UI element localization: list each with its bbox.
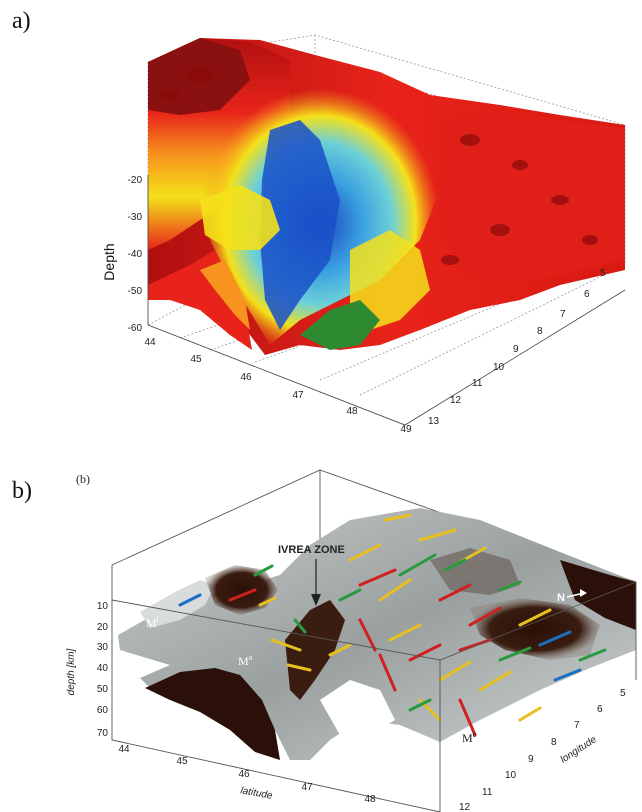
moho-a-sup: a — [249, 653, 253, 662]
moho-l-sup: l — [157, 615, 160, 624]
moho-e-sup: e — [473, 730, 477, 739]
y-tick-b-7: 12 — [459, 802, 471, 812]
panel-a-z-ticks: -20 -30 -40 -50 -60 — [128, 175, 143, 334]
z-tick-b-0: 10 — [97, 601, 109, 612]
z-tick-b-6: 70 — [97, 728, 109, 739]
panel-b-surface — [118, 508, 636, 760]
panel-b-box-front — [111, 565, 637, 812]
moho-l-label: Ml — [146, 615, 160, 630]
north-arrow-head — [580, 589, 587, 597]
y-tick-b-5: 10 — [505, 770, 517, 781]
ivrea-arrow-head — [311, 594, 321, 606]
y-tick-b-0: 5 — [620, 688, 626, 699]
x-tick-a-3: 47 — [292, 390, 304, 401]
panel-b-tag: (b) — [76, 472, 90, 486]
ivrea-zone-label: IVREA ZONE — [278, 544, 345, 556]
moho-e-base: M — [462, 731, 473, 745]
panel-a-z-label: Depth — [101, 243, 117, 280]
y-tick-a-0: 5 — [600, 268, 606, 279]
panel-a-y-ticks: 5 6 7 8 9 10 11 12 13 — [428, 268, 606, 427]
panel-a-label: a) — [12, 8, 31, 34]
z-tick-a-0: -20 — [128, 175, 143, 186]
y-tick-a-2: 7 — [560, 309, 566, 320]
y-tick-a-7: 12 — [450, 395, 462, 406]
z-tick-a-1: -30 — [128, 212, 143, 223]
panel-b-chart: IVREA ZONE N Ml Ma Me 10 20 30 40 50 60 … — [66, 469, 637, 812]
y-tick-b-1: 6 — [597, 704, 603, 715]
z-tick-b-4: 50 — [97, 684, 109, 695]
y-tick-b-3: 8 — [551, 737, 557, 748]
moho-e-label: Me — [462, 730, 477, 745]
y-tick-a-3: 8 — [537, 326, 543, 337]
z-tick-a-2: -40 — [128, 249, 143, 260]
panel-b-x-ticks: 44 45 46 47 48 — [118, 744, 376, 805]
panel-b-x-label: latitude — [240, 785, 274, 802]
x-tick-a-0: 44 — [144, 337, 156, 348]
z-tick-b-2: 30 — [97, 642, 109, 653]
y-tick-b-4: 9 — [528, 754, 534, 765]
z-tick-a-3: -50 — [128, 286, 143, 297]
x-tick-a-2: 46 — [240, 372, 252, 383]
x-tick-a-4: 48 — [346, 406, 358, 417]
moho-a-base: M — [238, 654, 249, 668]
panel-b-z-ticks: 10 20 30 40 50 60 70 — [97, 601, 109, 739]
north-label: N — [557, 592, 565, 604]
panel-b-faults — [178, 513, 607, 737]
x-tick-b-0: 44 — [118, 744, 130, 755]
panel-b-y-ticks: 5 6 7 8 9 10 11 12 — [459, 688, 626, 812]
x-tick-b-4: 48 — [364, 794, 376, 805]
x-tick-a-5: 49 — [400, 424, 412, 435]
y-tick-a-4: 9 — [513, 344, 519, 355]
z-tick-b-5: 60 — [97, 705, 109, 716]
y-tick-b-6: 11 — [482, 787, 493, 798]
z-tick-b-1: 20 — [97, 622, 109, 633]
moho-l-base: M — [146, 616, 157, 630]
z-tick-a-4: -60 — [128, 323, 143, 334]
y-tick-a-8: 13 — [428, 416, 440, 427]
panel-b-label: b) — [12, 478, 32, 504]
panel-a-chart: -20 -30 -40 -50 -60 Depth 44 45 46 47 48… — [101, 34, 626, 435]
moho-a-label: Ma — [238, 653, 253, 668]
panel-b-y-label: longitude — [559, 734, 599, 766]
panel-a-x-ticks: 44 45 46 47 48 49 — [144, 337, 412, 435]
y-tick-a-5: 10 — [493, 362, 505, 373]
z-tick-b-3: 40 — [97, 663, 109, 674]
panel-a-surface — [148, 38, 625, 355]
x-tick-b-1: 45 — [176, 756, 188, 767]
panel-b-z-label: depth [km] — [66, 648, 77, 695]
y-tick-a-6: 11 — [472, 378, 483, 389]
x-tick-a-1: 45 — [190, 354, 202, 365]
y-tick-a-1: 6 — [584, 289, 590, 300]
x-tick-b-3: 47 — [301, 782, 313, 793]
panel-a-axes — [147, 175, 626, 426]
x-tick-b-2: 46 — [238, 769, 250, 780]
y-tick-b-2: 7 — [574, 720, 580, 731]
